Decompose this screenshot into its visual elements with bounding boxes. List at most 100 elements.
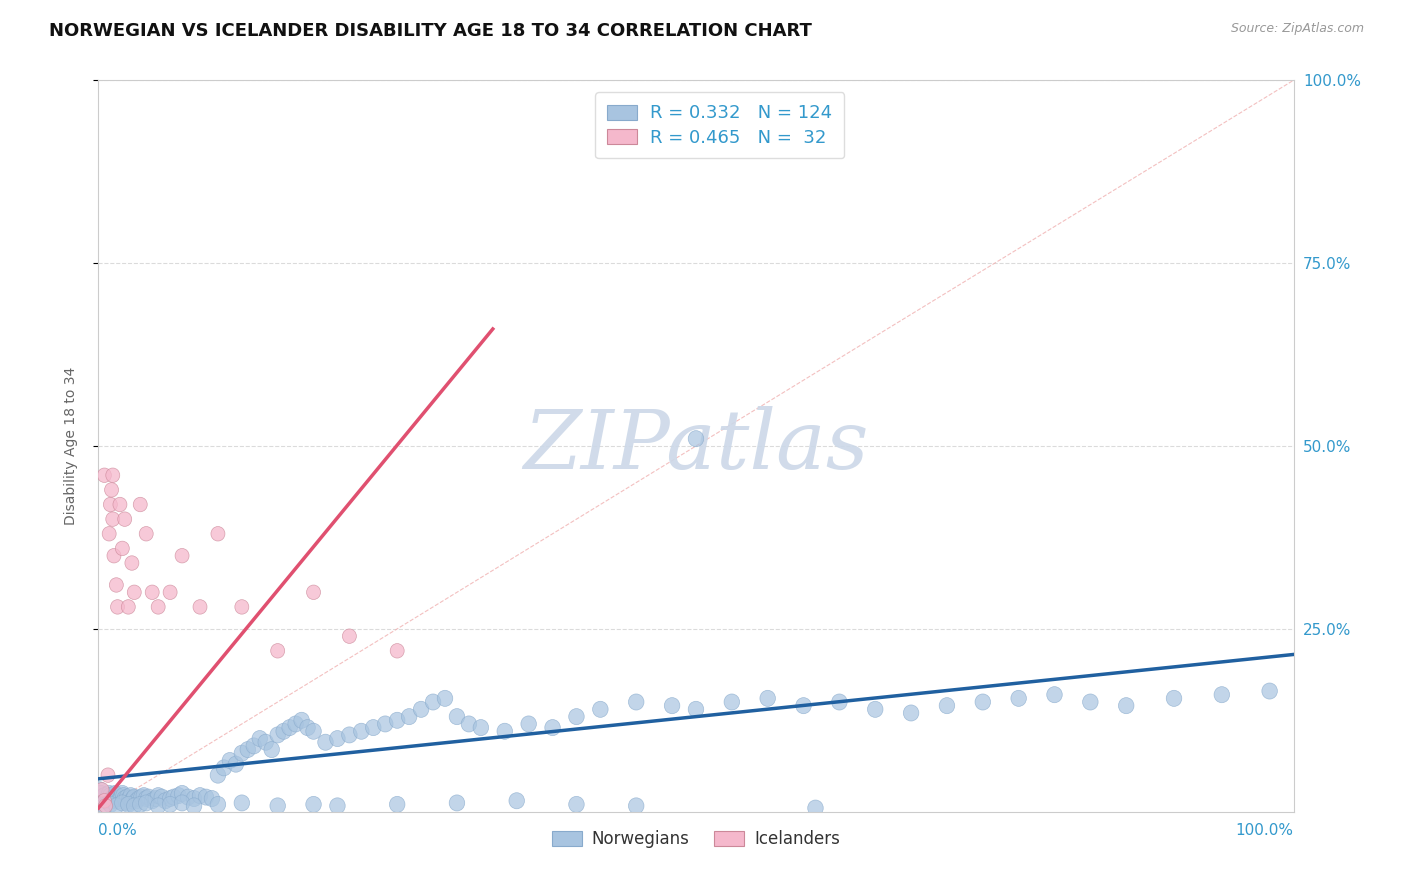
Ellipse shape [235,599,249,615]
Ellipse shape [101,768,115,782]
Ellipse shape [125,790,141,806]
Ellipse shape [389,797,405,813]
Ellipse shape [96,782,110,797]
Ellipse shape [97,788,112,804]
Ellipse shape [114,789,129,805]
Ellipse shape [104,790,120,806]
Ellipse shape [264,741,280,757]
Ellipse shape [270,797,285,814]
Ellipse shape [115,788,131,804]
Ellipse shape [628,797,644,814]
Ellipse shape [209,797,226,813]
Ellipse shape [129,793,145,809]
Ellipse shape [1011,690,1026,706]
Ellipse shape [97,797,112,814]
Ellipse shape [271,643,284,658]
Ellipse shape [97,794,111,808]
Text: ZIPatlas: ZIPatlas [523,406,869,486]
Ellipse shape [138,795,155,811]
Text: 0.0%: 0.0% [98,822,138,838]
Ellipse shape [939,698,955,714]
Ellipse shape [461,716,477,732]
Ellipse shape [1083,694,1098,710]
Ellipse shape [186,797,202,814]
Ellipse shape [166,789,181,805]
Ellipse shape [294,712,309,729]
Ellipse shape [401,708,418,724]
Ellipse shape [108,790,124,806]
Ellipse shape [100,789,115,805]
Ellipse shape [96,790,111,806]
Text: 100.0%: 100.0% [1236,822,1294,838]
Ellipse shape [252,731,267,747]
Ellipse shape [150,788,166,804]
Ellipse shape [155,789,170,805]
Ellipse shape [176,549,188,563]
Ellipse shape [128,585,141,599]
Ellipse shape [103,788,118,804]
Ellipse shape [831,694,848,710]
Ellipse shape [98,793,114,809]
Ellipse shape [270,727,285,743]
Text: NORWEGIAN VS ICELANDER DISABILITY AGE 18 TO 34 CORRELATION CHART: NORWEGIAN VS ICELANDER DISABILITY AGE 18… [49,22,813,40]
Ellipse shape [114,795,131,811]
Ellipse shape [307,585,321,599]
Ellipse shape [145,585,159,599]
Ellipse shape [98,798,112,814]
Ellipse shape [377,716,394,732]
Ellipse shape [118,793,134,809]
Ellipse shape [796,698,811,714]
Ellipse shape [174,795,190,811]
Ellipse shape [122,788,138,804]
Ellipse shape [98,790,114,806]
Ellipse shape [145,793,160,809]
Ellipse shape [1261,683,1278,699]
Ellipse shape [299,720,315,736]
Ellipse shape [110,578,124,592]
Ellipse shape [759,690,776,706]
Ellipse shape [724,694,740,710]
Ellipse shape [141,789,156,805]
Ellipse shape [233,745,250,761]
Ellipse shape [472,720,489,736]
Ellipse shape [568,708,585,724]
Ellipse shape [1213,687,1230,703]
Legend: Norwegians, Icelanders: Norwegians, Icelanders [546,823,846,855]
Ellipse shape [162,790,179,806]
Ellipse shape [281,720,298,736]
Ellipse shape [110,788,125,804]
Ellipse shape [544,720,561,736]
Ellipse shape [139,526,153,541]
Ellipse shape [520,716,537,732]
Ellipse shape [132,797,148,813]
Ellipse shape [131,790,146,806]
Ellipse shape [104,483,118,497]
Ellipse shape [120,789,135,805]
Ellipse shape [211,526,225,541]
Ellipse shape [688,431,704,447]
Ellipse shape [391,643,404,658]
Ellipse shape [111,599,125,615]
Ellipse shape [496,723,513,739]
Ellipse shape [121,795,136,811]
Ellipse shape [233,795,250,811]
Ellipse shape [628,694,644,710]
Ellipse shape [115,541,129,556]
Ellipse shape [437,690,453,706]
Ellipse shape [157,793,173,809]
Ellipse shape [449,795,465,811]
Ellipse shape [105,468,120,483]
Ellipse shape [288,716,304,732]
Ellipse shape [186,790,202,806]
Ellipse shape [903,705,920,721]
Ellipse shape [125,556,139,570]
Ellipse shape [94,789,110,805]
Ellipse shape [343,629,356,643]
Ellipse shape [276,723,291,739]
Ellipse shape [91,781,107,797]
Ellipse shape [170,788,186,804]
Ellipse shape [449,708,465,724]
Ellipse shape [353,723,370,739]
Ellipse shape [807,800,824,816]
Ellipse shape [240,741,256,757]
